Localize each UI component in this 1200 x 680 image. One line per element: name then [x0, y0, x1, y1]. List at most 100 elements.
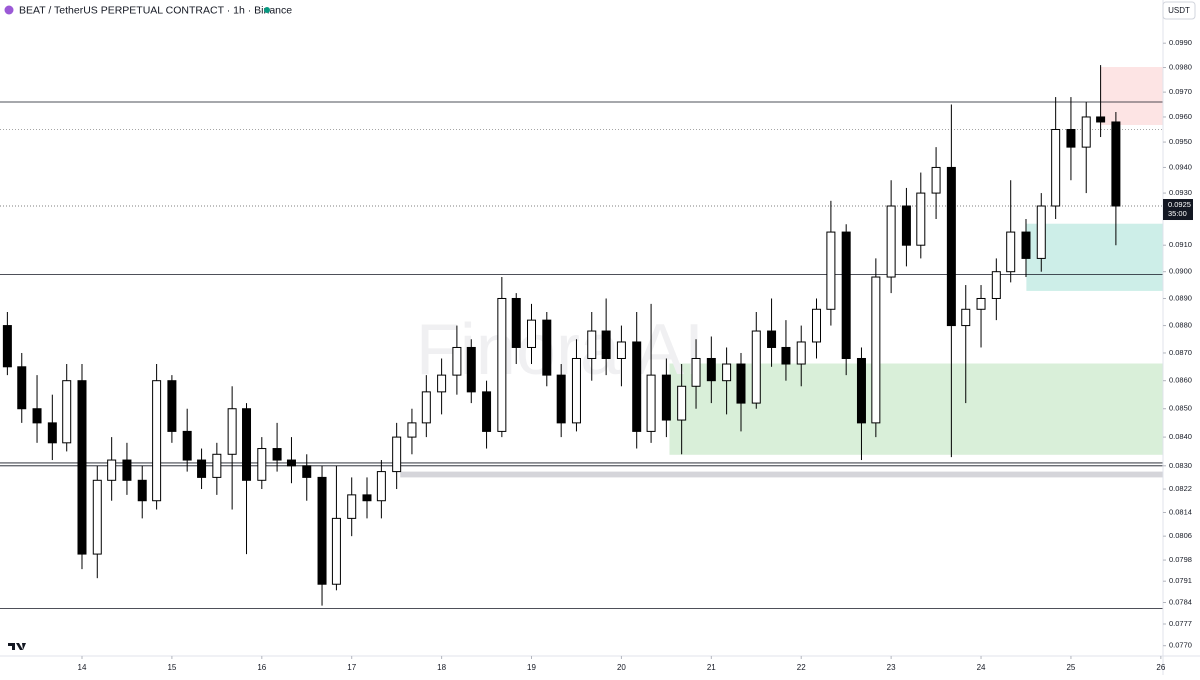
candle-body	[556, 374, 566, 424]
x-tick-label: 17	[347, 663, 356, 672]
candle-body	[826, 231, 836, 310]
candle-body	[17, 366, 27, 410]
candle-body	[886, 205, 896, 278]
candle-body	[916, 192, 926, 246]
candle-body	[767, 330, 777, 348]
candle-body	[736, 363, 746, 404]
y-tick-label: 0.0860	[1169, 376, 1192, 385]
candle-body	[1051, 128, 1061, 207]
candle-body	[751, 330, 761, 404]
candle-body	[302, 465, 312, 478]
candle-body	[542, 319, 552, 376]
candle-body	[137, 479, 147, 502]
y-tick-label: 0.0777	[1169, 619, 1192, 628]
status-dot	[264, 7, 270, 13]
candle-body	[991, 271, 1001, 299]
x-tick-label: 23	[887, 663, 896, 672]
chart-title: BEAT / TetherUS PERPETUAL CONTRACT · 1h …	[19, 4, 292, 16]
tv-logo	[8, 643, 26, 650]
y-tick-label: 0.0850	[1169, 404, 1192, 413]
y-tick-label: 0.0840	[1169, 432, 1192, 441]
currency-button[interactable]	[1162, 1, 1196, 20]
y-tick-label: 0.0900	[1169, 267, 1192, 276]
candle-body	[92, 479, 102, 555]
candle-body	[437, 374, 447, 393]
x-tick-label: 25	[1066, 663, 1075, 672]
candle-body	[1081, 116, 1091, 148]
y-tick-label: 0.0890	[1169, 293, 1192, 302]
y-tick-label: 0.0798	[1169, 555, 1192, 564]
candle-body	[62, 380, 72, 444]
y-tick-label: 0.0830	[1169, 461, 1192, 470]
candle-body	[152, 380, 162, 502]
candle-body	[871, 276, 881, 424]
currency-label: USDT	[1168, 6, 1190, 15]
y-tick-label: 0.0770	[1169, 641, 1192, 650]
candle-body	[527, 319, 537, 348]
candle-body	[661, 374, 671, 421]
candle-body	[856, 357, 866, 424]
candle-body	[122, 459, 132, 481]
x-tick-label: 18	[437, 663, 446, 672]
last-price-box	[1163, 199, 1193, 221]
candle-body	[1006, 231, 1016, 273]
x-tick-label: 22	[797, 663, 806, 672]
candle-body	[107, 459, 117, 481]
y-tick-label: 0.0784	[1169, 597, 1192, 606]
candle-body	[286, 459, 296, 467]
zone	[1026, 223, 1164, 291]
x-tick-label: 19	[527, 663, 536, 672]
candle-body	[691, 357, 701, 387]
zone	[1100, 67, 1164, 125]
candle-body	[1096, 116, 1106, 123]
candle-body	[632, 341, 642, 432]
candle-body	[781, 346, 791, 365]
y-tick-label: 0.0930	[1169, 188, 1192, 197]
y-tick-label: 0.0870	[1169, 348, 1192, 357]
candle-body	[976, 297, 986, 310]
y-tick-label: 0.0791	[1169, 576, 1192, 585]
candle-body	[392, 436, 402, 473]
y-tick-label: 0.0960	[1169, 112, 1192, 121]
candle-body	[421, 391, 431, 424]
candle-body	[182, 430, 192, 461]
x-tick-label: 20	[617, 663, 626, 672]
y-tick-label: 0.0950	[1169, 137, 1192, 146]
x-tick-label: 16	[257, 663, 266, 672]
y-tick-label: 0.0980	[1169, 63, 1192, 72]
candle-body	[706, 357, 716, 382]
y-tick-label: 0.0970	[1169, 87, 1192, 96]
y-tick-label: 0.0822	[1169, 484, 1192, 493]
candle-body	[407, 422, 417, 438]
symbol-icon	[4, 5, 14, 15]
candle-body	[197, 459, 207, 478]
countdown-label: 35:00	[1168, 209, 1187, 218]
y-tick-label: 0.0806	[1169, 531, 1192, 540]
candle-body	[272, 448, 282, 461]
candle-body	[212, 453, 222, 478]
y-tick-label: 0.0814	[1169, 507, 1192, 516]
candle-body	[257, 448, 267, 481]
candle-body	[317, 476, 327, 585]
candle-body	[452, 346, 462, 376]
candle-body	[812, 308, 822, 343]
candle-body	[616, 341, 626, 359]
candle-body	[1066, 128, 1076, 148]
candle-body	[511, 297, 521, 348]
candle-body	[901, 205, 911, 246]
candle-body	[1111, 121, 1121, 207]
candle-body	[961, 308, 971, 327]
candle-body	[167, 380, 177, 432]
candle-body	[482, 391, 492, 432]
y-tick-label: 0.0940	[1169, 162, 1192, 171]
candle-body	[32, 408, 42, 424]
candle-body	[497, 297, 507, 432]
candle-body	[946, 166, 956, 327]
candle-body	[646, 374, 656, 432]
candle-body	[331, 517, 341, 585]
candle-body	[571, 357, 581, 424]
candle-body	[376, 471, 386, 502]
candle-body	[796, 341, 806, 365]
candle-body	[362, 494, 372, 502]
